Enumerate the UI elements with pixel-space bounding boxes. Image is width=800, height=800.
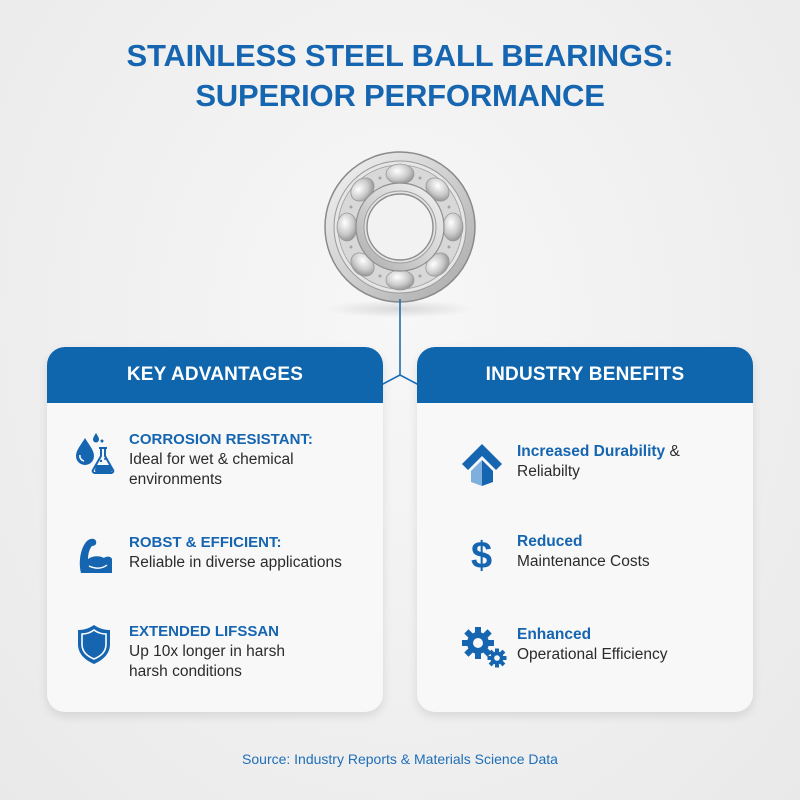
- flexed-arm-icon: [75, 533, 121, 579]
- benefit-title: Increased Durability: [517, 443, 666, 460]
- benefit-desc: Maintenance Costs: [517, 553, 650, 570]
- industry-benefits-header: INDUSTRY BENEFITS: [417, 347, 753, 403]
- water-drop-flask-icon: [73, 430, 121, 478]
- advantage-item-lifespan: EXTENDED LIFSSAN Up 10x longer in harsh …: [77, 622, 285, 682]
- ball-bearing-icon: [323, 150, 477, 304]
- advantage-desc-line1: Ideal for wet & chemical: [129, 451, 294, 468]
- gears-icon: [461, 625, 509, 669]
- benefit-title: Enhanced: [517, 626, 592, 643]
- shield-icon: [77, 622, 121, 668]
- advantage-item-corrosion: CORROSION RESISTANT: Ideal for wet & che…: [73, 430, 313, 490]
- benefit-title-suffix: &: [665, 443, 680, 460]
- benefit-item-efficiency: Enhanced Operational Efficiency: [461, 625, 668, 669]
- advantage-desc-line1: Reliable in diverse applications: [129, 554, 342, 571]
- advantage-title: CORROSION RESISTANT:: [129, 431, 313, 448]
- page-title: STAINLESS STEEL BALL BEARINGS: SUPERIOR …: [0, 36, 800, 116]
- industry-benefits-card: INDUSTRY BENEFITS Increased Durability &…: [417, 347, 753, 712]
- advantage-desc-line2: environments: [129, 471, 223, 488]
- key-advantages-header: KEY ADVANTAGES: [47, 347, 383, 403]
- advantage-desc-line2: harsh conditions: [129, 663, 242, 680]
- key-advantages-card: KEY ADVANTAGES CORROSION RESISTANT: Idea…: [47, 347, 383, 712]
- benefit-item-durability: Increased Durability & Reliabilty: [459, 442, 680, 488]
- advantage-desc-line1: Up 10x longer in harsh: [129, 643, 285, 660]
- advantage-title: EXTENDED LIFSSAN: [129, 623, 280, 640]
- benefit-title: Reduced: [517, 533, 583, 550]
- benefit-desc: Operational Efficiency: [517, 646, 668, 663]
- title-line-1: STAINLESS STEEL BALL BEARINGS:: [126, 38, 674, 73]
- source-citation: Source: Industry Reports & Materials Sci…: [242, 751, 558, 767]
- advantage-item-robust: ROBST & EFFICIENT: Reliable in diverse a…: [75, 533, 342, 579]
- dollar-icon: $: [467, 532, 505, 577]
- up-arrow-icon: [459, 442, 505, 488]
- benefit-desc: Reliabilty: [517, 463, 580, 480]
- title-line-2: SUPERIOR PERFORMANCE: [195, 78, 605, 113]
- advantage-title: ROBST & EFFICIENT:: [129, 534, 282, 551]
- svg-text:$: $: [471, 535, 492, 576]
- benefit-item-costs: $ Reduced Maintenance Costs: [467, 532, 650, 577]
